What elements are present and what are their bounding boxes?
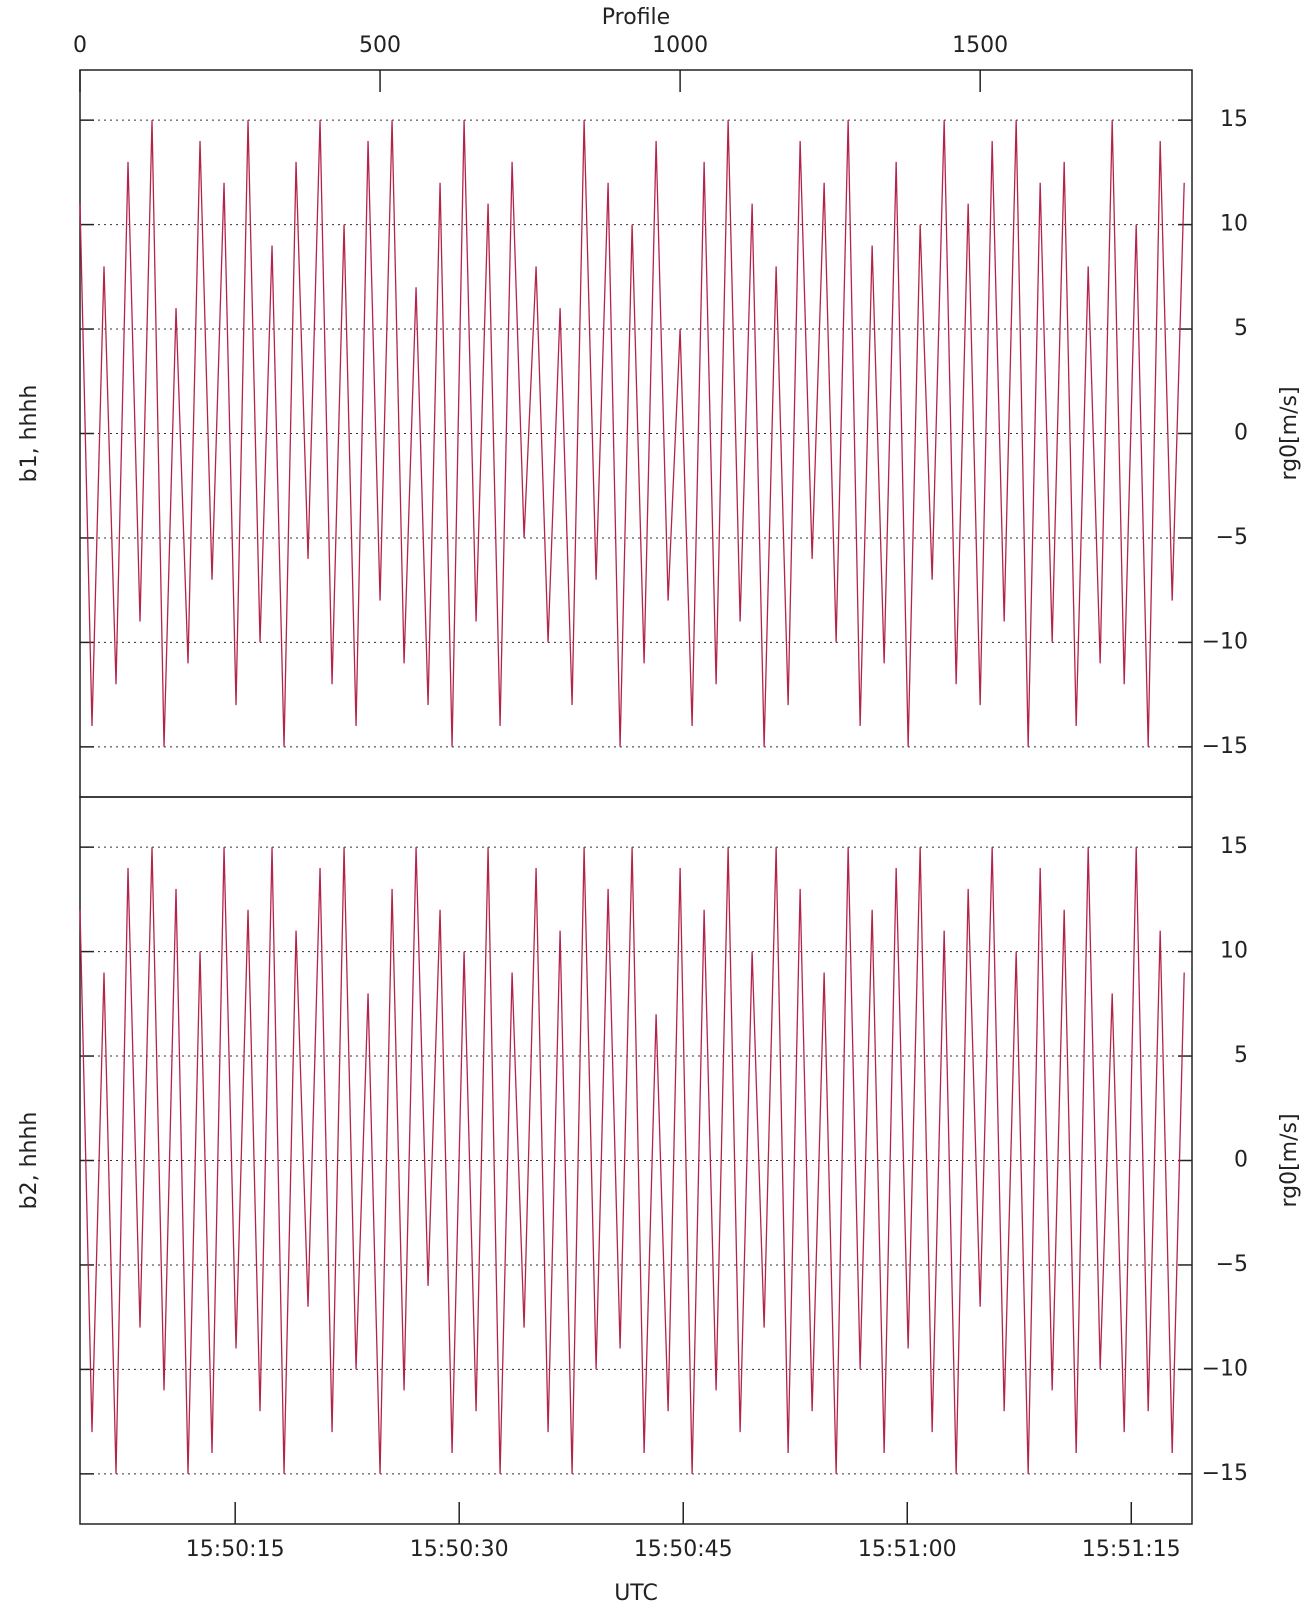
y2-tick-label: 0 <box>1234 421 1248 446</box>
x-axis-title: Profile <box>602 5 670 30</box>
x-tick-label: 500 <box>359 33 401 58</box>
y2-tick-label: 15 <box>1220 107 1248 132</box>
y2-tick-label: 10 <box>1220 212 1248 237</box>
y2-axis-title: rg0[m/s] <box>1277 386 1302 480</box>
y2-tick-label: 15 <box>1220 834 1248 859</box>
data-line <box>79 120 1185 747</box>
x-tick-label: 15:51:15 <box>1082 1537 1181 1562</box>
y2-tick-label: −10 <box>1202 1356 1248 1381</box>
y2-tick-label: −5 <box>1216 1252 1248 1277</box>
x-tick-label: 15:51:00 <box>858 1537 957 1562</box>
y2-tick-label: 5 <box>1234 316 1248 341</box>
y2-tick-label: 10 <box>1220 939 1248 964</box>
x-tick-label: 1500 <box>952 33 1008 58</box>
x-tick-label: 15:50:30 <box>410 1537 509 1562</box>
x-tick-label: 15:50:45 <box>634 1537 733 1562</box>
y2-axis-title: rg0[m/s] <box>1277 1113 1302 1207</box>
x-tick-label: 1000 <box>652 33 708 58</box>
plot-frame <box>79 796 1193 1525</box>
x-axis-title: UTC <box>614 1581 658 1606</box>
x-tick-label: 0 <box>73 33 87 58</box>
x-tick-label: 15:50:15 <box>186 1537 285 1562</box>
y2-tick-label: −15 <box>1202 734 1248 759</box>
y-axis-title: b2, hhhh <box>17 1112 42 1210</box>
y2-tick-label: 0 <box>1234 1148 1248 1173</box>
y-axis-title: b1, hhhh <box>17 385 42 483</box>
y2-tick-label: −5 <box>1216 525 1248 550</box>
y2-tick-label: −15 <box>1202 1461 1248 1486</box>
data-line <box>79 847 1185 1474</box>
y2-tick-label: −10 <box>1202 629 1248 654</box>
y2-tick-label: 5 <box>1234 1043 1248 1068</box>
